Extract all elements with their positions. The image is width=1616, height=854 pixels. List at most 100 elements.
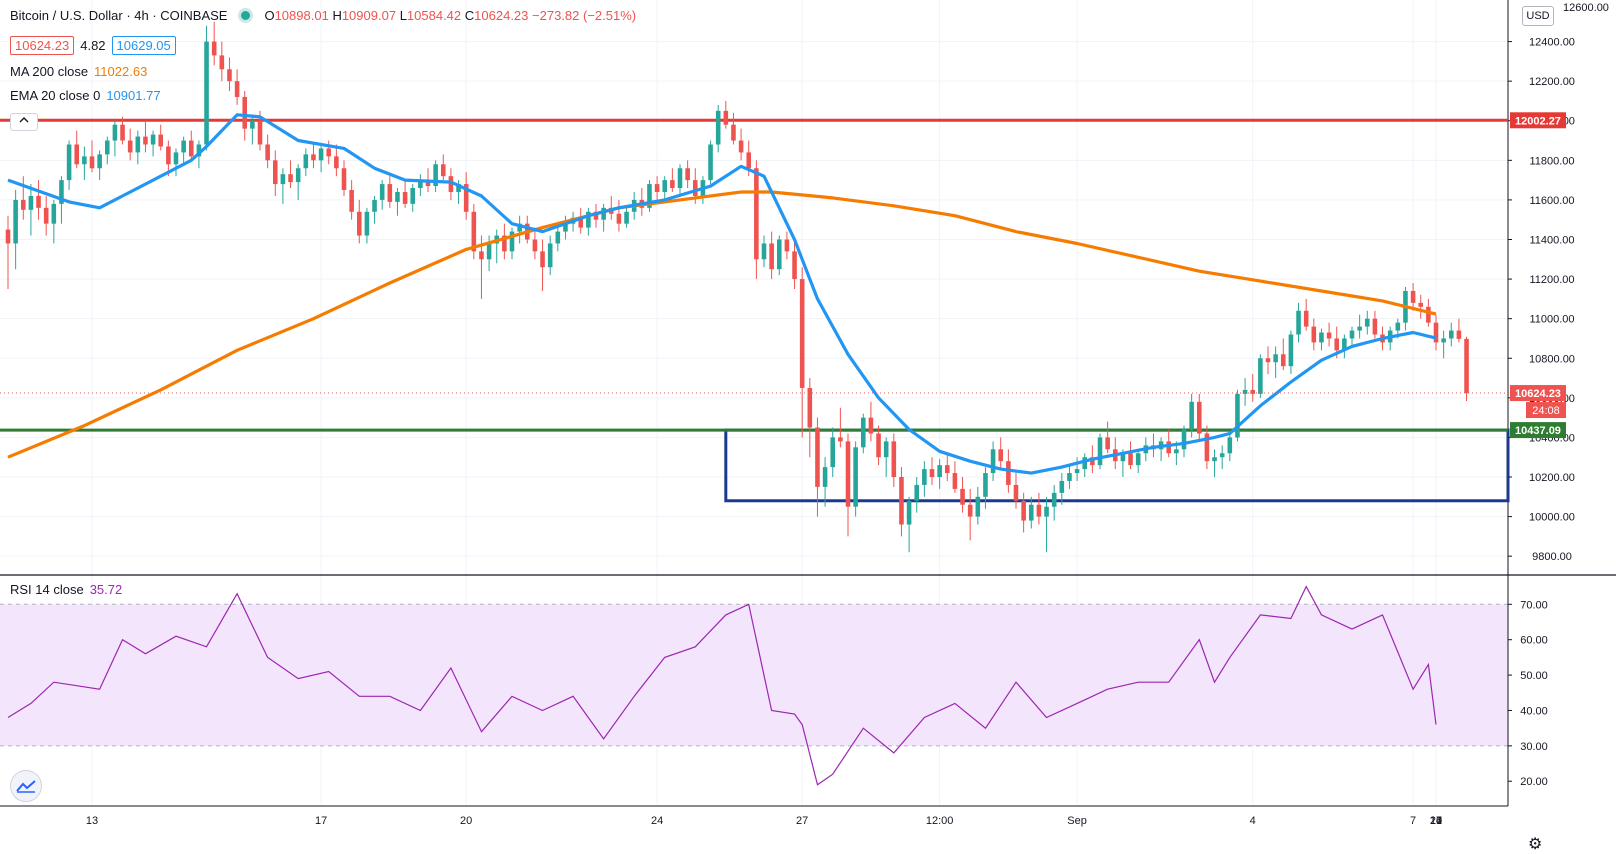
price-tick-label: 9800.00 xyxy=(1532,551,1572,563)
close-label: C xyxy=(464,8,475,23)
candle-body xyxy=(372,199,377,212)
time-tick-label: 12:00 xyxy=(926,815,954,827)
candle-body xyxy=(502,235,507,252)
candle-body xyxy=(250,120,255,129)
candle-body xyxy=(280,174,286,185)
candle-body xyxy=(563,223,568,232)
currency-button[interactable]: USD xyxy=(1522,6,1554,26)
candle-body xyxy=(1311,326,1317,343)
candle-body xyxy=(196,144,202,157)
time-tick-label: 17 xyxy=(315,815,327,827)
rsi-tick-label: 30.00 xyxy=(1520,741,1548,753)
candle-body xyxy=(204,41,209,145)
candle-body xyxy=(715,110,721,145)
candle-body xyxy=(830,437,836,468)
time-tick-label: 13 xyxy=(86,815,98,827)
gear-icon[interactable]: ⚙ xyxy=(1528,836,1543,853)
rsi-line xyxy=(7,585,1437,786)
candle-body xyxy=(387,184,393,202)
candle-body xyxy=(234,81,240,97)
candle-body xyxy=(960,488,965,505)
current-price-label-bg xyxy=(1510,385,1566,402)
rsi-legend[interactable]: RSI 14 close 35.72 xyxy=(10,582,122,597)
candle-body xyxy=(662,180,668,192)
candle-body xyxy=(1433,322,1439,343)
candle-body xyxy=(1342,338,1347,351)
rsi-tick-label: 70.00 xyxy=(1520,599,1548,611)
candle-body xyxy=(1181,429,1187,450)
tradingview-logo[interactable] xyxy=(10,770,42,802)
time-tick-label: 20 xyxy=(460,815,472,827)
candle-body xyxy=(1235,393,1240,438)
candle-body xyxy=(51,203,57,224)
candle-body xyxy=(59,180,64,204)
candle-body xyxy=(242,96,248,129)
candle-body xyxy=(1326,332,1332,339)
sell-price-button[interactable]: 10624.23 xyxy=(10,36,75,55)
candle-body xyxy=(1418,302,1424,307)
price-tick-label: 10200.00 xyxy=(1529,472,1575,484)
candle-body xyxy=(746,152,752,169)
candle-body xyxy=(265,144,270,161)
candle-body xyxy=(66,144,72,181)
bid-ask-row: 10624.23 4.82 10629.05 xyxy=(10,36,176,55)
candle-body xyxy=(356,211,362,236)
candle-body xyxy=(578,217,584,228)
candle-body xyxy=(1265,358,1271,363)
candle-body xyxy=(723,110,729,125)
current-price-label: 10624.23 xyxy=(1515,388,1561,400)
candle-body xyxy=(647,184,652,208)
candle-body xyxy=(738,140,744,153)
candle-body xyxy=(1280,354,1286,367)
candle-body xyxy=(1334,338,1340,351)
candle-body xyxy=(1051,492,1057,507)
candle-body xyxy=(1357,326,1362,331)
candle-body xyxy=(257,120,263,145)
candle-body xyxy=(555,231,561,244)
candle-body xyxy=(135,136,141,153)
candle-body xyxy=(845,441,851,507)
price-tick-label: 10000.00 xyxy=(1529,512,1575,524)
time-tick-label: 4 xyxy=(1250,815,1256,827)
candle-body xyxy=(74,144,80,165)
candle-body xyxy=(410,188,416,204)
ma-label: MA 200 close xyxy=(10,64,89,79)
candle-body xyxy=(227,69,232,82)
ohlc-values: O10898.01 H10909.07 L10584.42 C10624.23 … xyxy=(264,8,636,23)
time-tick-label: 14 xyxy=(1430,815,1442,827)
candle-body xyxy=(334,156,339,169)
ma-legend[interactable]: MA 200 close 11022.63 xyxy=(10,64,147,79)
candle-body xyxy=(36,195,41,208)
candle-body xyxy=(1120,453,1126,462)
candle-body xyxy=(379,184,385,200)
candle-body xyxy=(937,465,942,478)
rsi-tick-label: 60.00 xyxy=(1520,635,1548,647)
candle-body xyxy=(1288,334,1294,367)
candle-body xyxy=(876,433,881,458)
candle-body xyxy=(776,239,782,270)
candle-body xyxy=(1212,457,1217,462)
candle-body xyxy=(418,180,423,189)
chevron-up-icon xyxy=(19,117,29,123)
low-value: 10584.42 xyxy=(406,8,462,23)
candle-body xyxy=(1349,330,1355,339)
candle-body xyxy=(1464,338,1469,394)
candle-body xyxy=(692,180,698,196)
buy-price-button[interactable]: 10629.05 xyxy=(111,36,176,55)
candle-body xyxy=(998,449,1004,462)
candle-body xyxy=(685,168,690,181)
rsi-tick-label: 40.00 xyxy=(1520,705,1548,717)
candle-body xyxy=(547,243,553,268)
ma200-line xyxy=(7,190,1437,459)
candle-body xyxy=(211,41,217,56)
time-tick-label: 24 xyxy=(651,815,663,827)
candle-body xyxy=(1135,453,1141,466)
candle-body xyxy=(112,124,118,141)
candle-body xyxy=(983,473,988,497)
candle-body xyxy=(914,484,920,501)
candle-body xyxy=(364,211,370,236)
collapse-legend-button[interactable] xyxy=(10,113,38,131)
ema-legend[interactable]: EMA 20 close 0 10901.77 xyxy=(10,88,161,103)
